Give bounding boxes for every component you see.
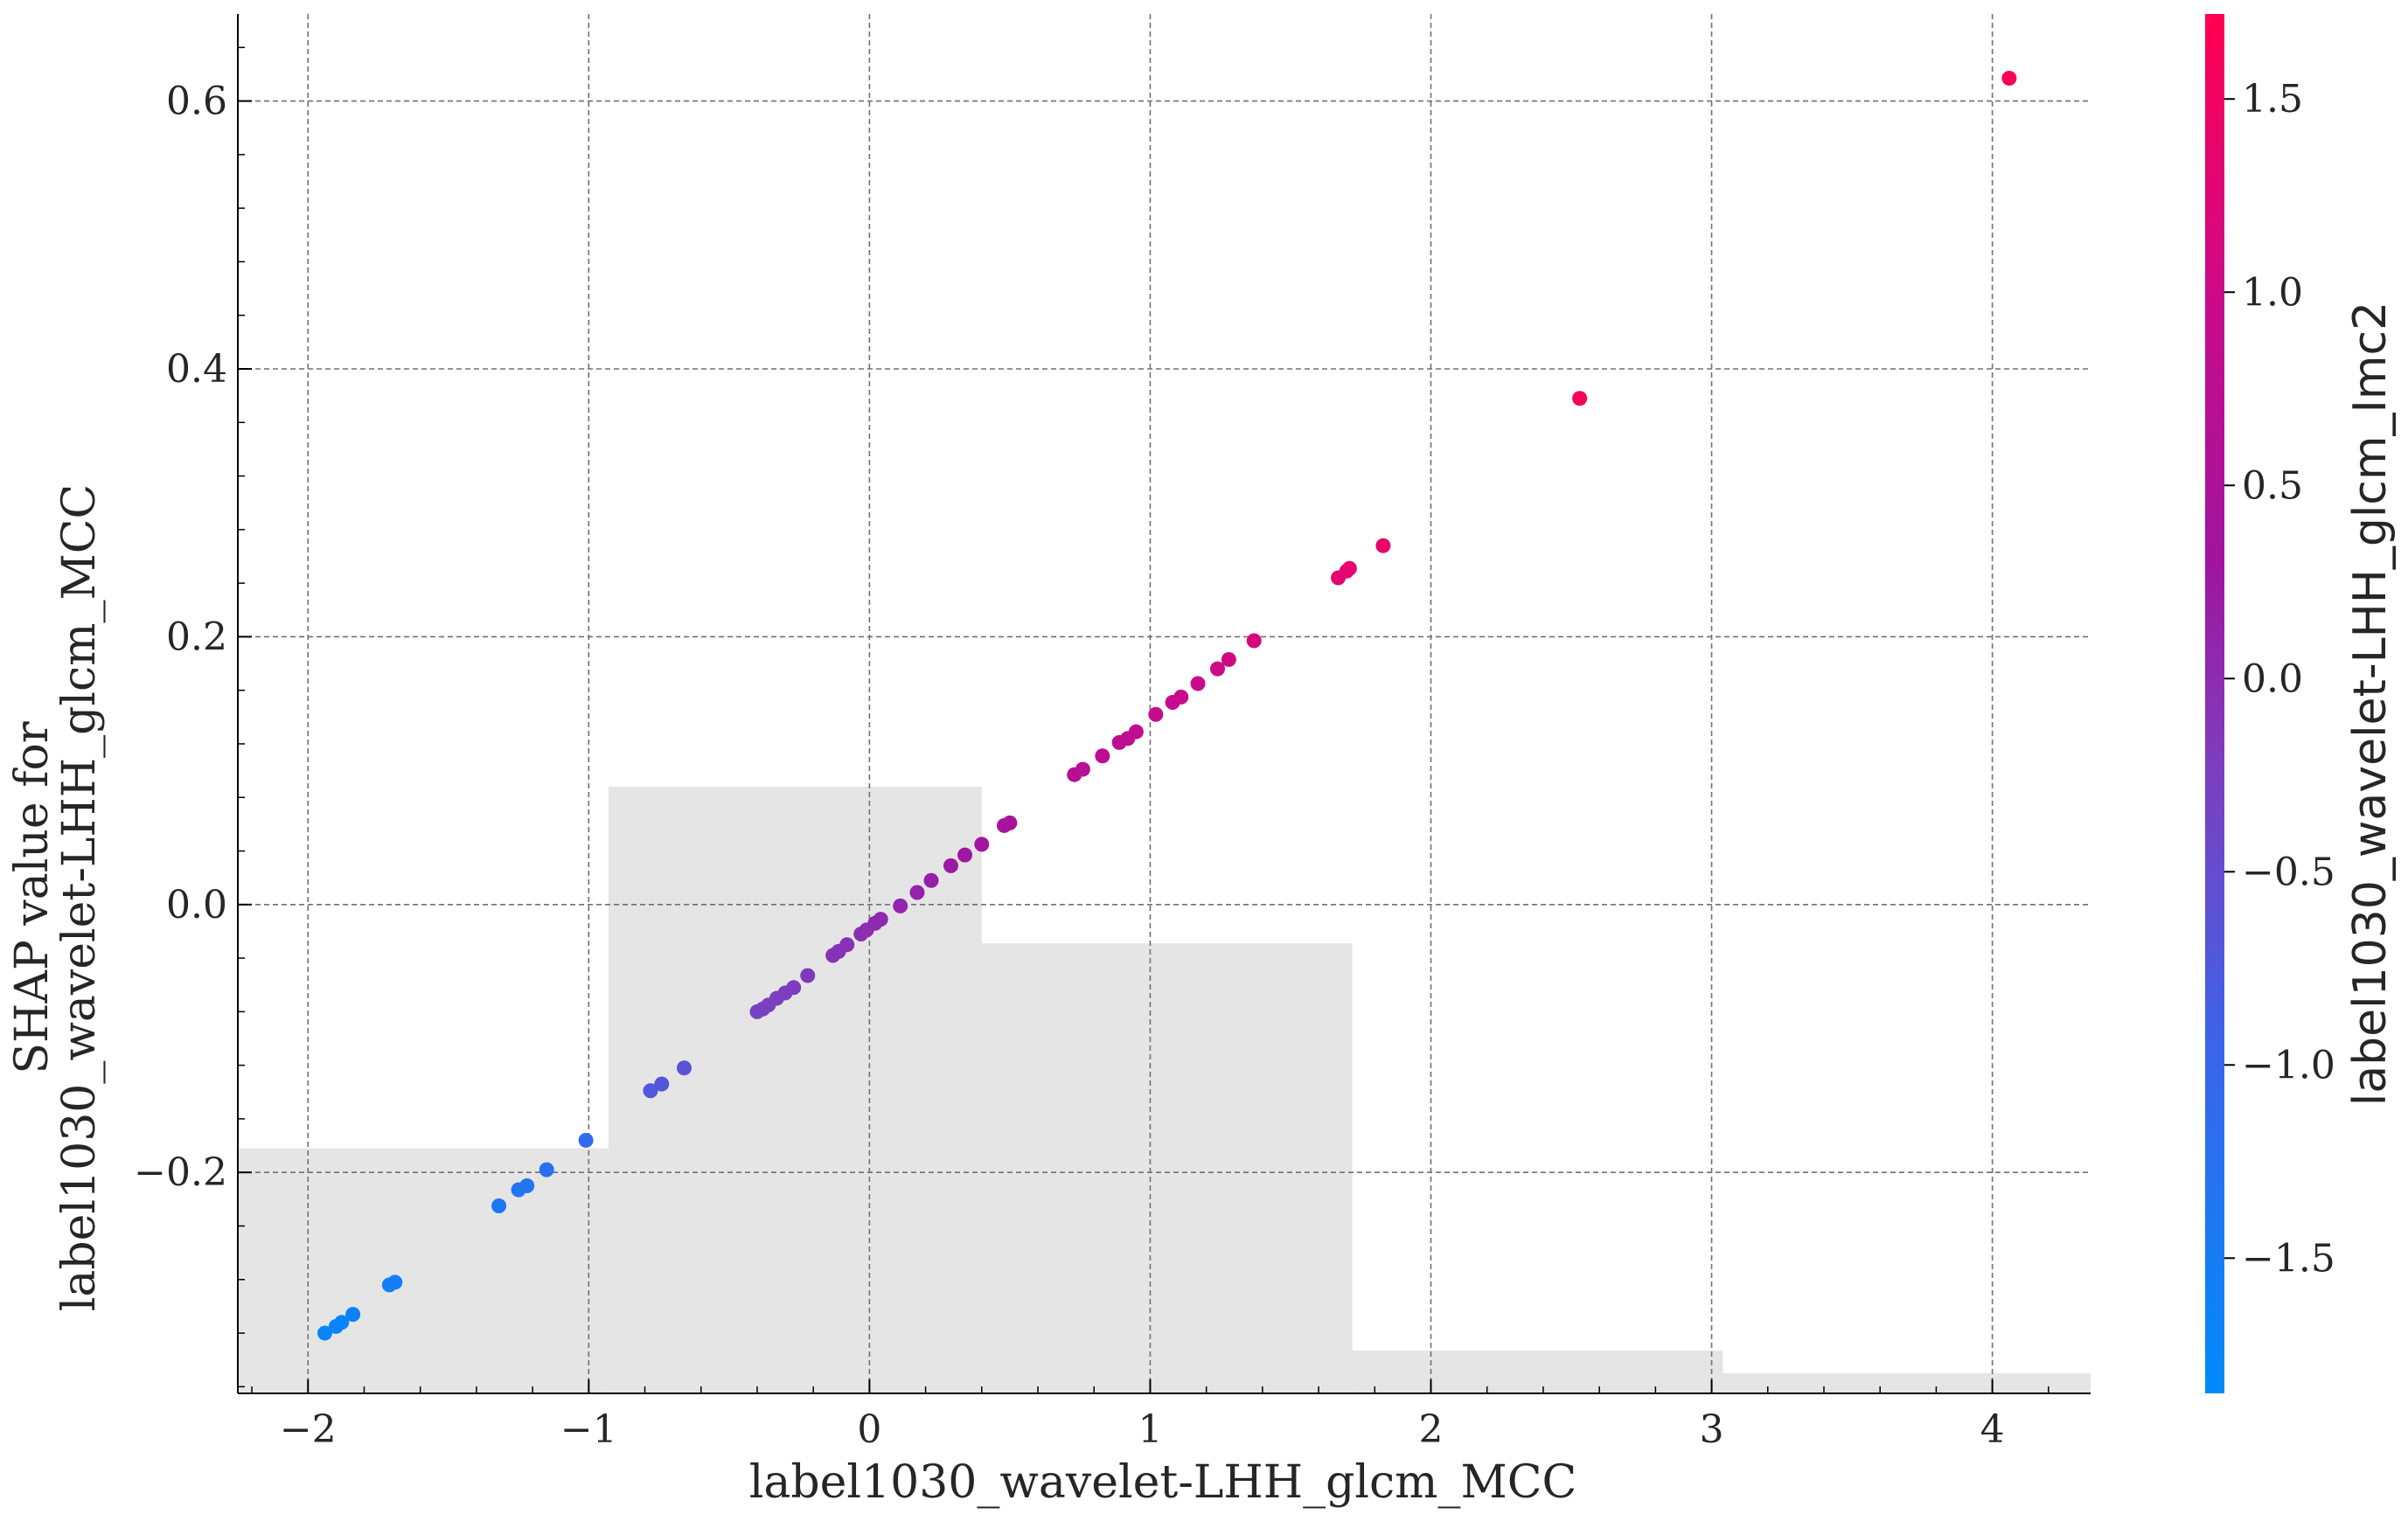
y-tick-label-3: 0.4 bbox=[166, 347, 227, 392]
x-axis-label: label1030_wavelet-LHH_glcm_MCC bbox=[749, 1456, 1577, 1509]
data-point-54 bbox=[2001, 71, 2017, 87]
colorbar-tick-label-2: −0.5 bbox=[2242, 850, 2335, 894]
data-point-0 bbox=[317, 1325, 333, 1341]
colorbar-label: label1030_wavelet-LHH_glcm_Imc2 bbox=[2344, 302, 2397, 1106]
colorbar-tick-label-0: −1.5 bbox=[2242, 1236, 2335, 1281]
data-point-30 bbox=[923, 872, 939, 888]
data-point-41 bbox=[1128, 724, 1144, 740]
x-tick-label-6: 4 bbox=[1980, 1407, 2005, 1452]
data-point-37 bbox=[1075, 761, 1090, 777]
data-point-2 bbox=[334, 1315, 350, 1330]
colorbar-tick-label-6: 1.5 bbox=[2242, 77, 2303, 122]
data-point-28 bbox=[893, 898, 908, 913]
grid bbox=[238, 14, 2091, 1393]
histogram-bin-4 bbox=[1722, 1373, 2091, 1393]
data-point-3 bbox=[345, 1307, 361, 1323]
data-point-53 bbox=[1572, 391, 1588, 406]
data-point-38 bbox=[1095, 748, 1110, 764]
data-point-6 bbox=[491, 1198, 507, 1214]
data-point-33 bbox=[974, 837, 990, 852]
x-tick-label-0: −2 bbox=[280, 1407, 337, 1452]
y-tick-label-0: −0.2 bbox=[134, 1150, 227, 1195]
data-point-45 bbox=[1190, 676, 1206, 691]
data-point-32 bbox=[957, 847, 973, 863]
colorbar-tick-label-1: −1.0 bbox=[2242, 1043, 2335, 1087]
histogram-bin-2 bbox=[981, 943, 1353, 1393]
y-axis-label-line-1: SHAP value for bbox=[6, 721, 59, 1073]
scatter-points bbox=[317, 71, 2017, 1341]
x-tick-label-3: 1 bbox=[1138, 1407, 1162, 1452]
colorbar-tick-label-3: 0.0 bbox=[2242, 656, 2303, 701]
x-tick-label-5: 3 bbox=[1700, 1407, 1724, 1452]
data-point-51 bbox=[1341, 560, 1357, 576]
data-point-35 bbox=[1002, 815, 1018, 830]
colorbar-tick-label-5: 1.0 bbox=[2242, 270, 2303, 315]
data-point-9 bbox=[539, 1162, 554, 1177]
data-point-47 bbox=[1221, 651, 1236, 667]
data-point-12 bbox=[654, 1076, 670, 1092]
data-point-19 bbox=[786, 980, 802, 996]
data-point-5 bbox=[387, 1274, 403, 1290]
y-tick-label-1: 0.0 bbox=[166, 883, 227, 927]
x-tick-label-2: 0 bbox=[857, 1407, 881, 1452]
colorbar-ticks: −1.5 −1.0 −0.5 0.0 0.5 1.0 1.5 bbox=[2224, 77, 2335, 1281]
axes bbox=[237, 14, 2091, 1394]
histogram-background bbox=[238, 786, 2091, 1393]
x-tick-label-4: 2 bbox=[1419, 1407, 1444, 1452]
data-point-29 bbox=[909, 885, 925, 900]
data-point-20 bbox=[800, 968, 816, 983]
data-point-11 bbox=[643, 1083, 658, 1099]
data-point-27 bbox=[873, 912, 888, 927]
y-axis-label-line-2: label1030_wavelet-LHH_glcm_MCC bbox=[53, 484, 106, 1312]
colorbar bbox=[2205, 14, 2224, 1393]
histogram-bin-0 bbox=[238, 1148, 609, 1393]
data-point-10 bbox=[578, 1132, 594, 1148]
data-point-13 bbox=[676, 1060, 692, 1076]
data-point-31 bbox=[943, 858, 958, 873]
data-point-23 bbox=[839, 937, 855, 953]
data-point-46 bbox=[1210, 661, 1226, 677]
colorbar-tick-label-4: 0.5 bbox=[2242, 463, 2303, 508]
data-point-44 bbox=[1173, 689, 1189, 705]
data-point-8 bbox=[519, 1178, 535, 1194]
tick-labels: −2 −1 0 1 2 3 4 −0.2 0.0 0.2 0.4 0.6 bbox=[134, 80, 2004, 1452]
y-axis-label: SHAP value for label1030_wavelet-LHH_glc… bbox=[6, 484, 106, 1312]
data-point-48 bbox=[1246, 633, 1262, 649]
data-point-42 bbox=[1148, 706, 1164, 722]
histogram-bin-3 bbox=[1352, 1350, 1723, 1393]
x-tick-label-1: −1 bbox=[560, 1407, 617, 1452]
data-point-52 bbox=[1375, 538, 1391, 553]
y-tick-label-2: 0.2 bbox=[166, 615, 227, 659]
y-tick-label-4: 0.6 bbox=[166, 80, 227, 124]
